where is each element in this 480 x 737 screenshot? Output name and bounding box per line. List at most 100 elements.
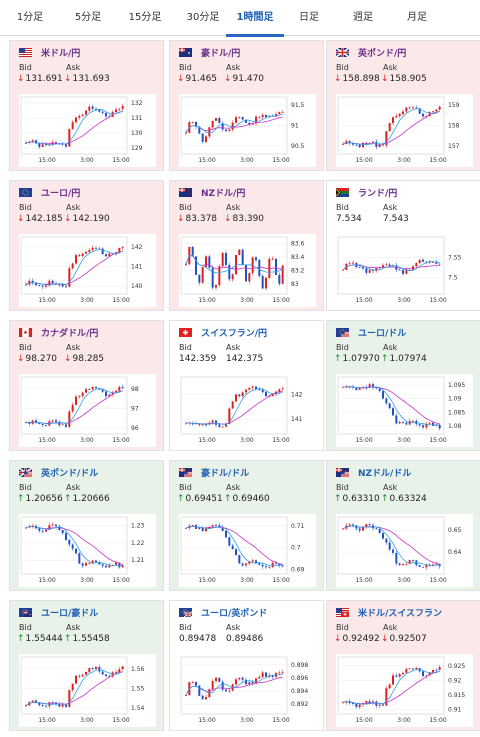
rate-card[interactable]: NZドル/円 Bid Ask ↓83.378 ↓83.390 83.6 83.4 8…	[169, 180, 324, 311]
hourly-chart[interactable]: 1.095 1.09 1.085 1.08 15:00 3:00 15:00	[336, 374, 473, 447]
pair-name[interactable]: 豪ドル/ドル	[201, 469, 250, 479]
pair-name[interactable]: 英ポンド/円	[358, 49, 407, 59]
y-tick-label: 142	[291, 391, 303, 398]
rate-card[interactable]: 英ポンド/ドル Bid Ask ↑1.20656 ↑1.20666 1.23 1.…	[9, 460, 164, 591]
bid-number: 83.378	[185, 214, 218, 224]
moving-average-short-line	[25, 669, 123, 706]
candle	[85, 671, 87, 675]
tab-weekly[interactable]: 週足	[353, 12, 373, 23]
candle	[65, 144, 67, 147]
up-arrow-icon: ↑	[224, 494, 232, 504]
candle	[375, 387, 378, 389]
rate-card[interactable]: ランド/円 Bid Ask 7.534 7.543 7.55 7.5 15:00 3:…	[326, 180, 480, 311]
candle	[121, 387, 124, 389]
candle	[108, 253, 111, 257]
candle	[95, 108, 97, 110]
hourly-chart[interactable]: 159 158 157 15:00 3:00 15:00	[336, 94, 473, 167]
pair-name[interactable]: NZドル/ドル	[358, 469, 412, 479]
tab-monthly[interactable]: 月足	[407, 12, 427, 23]
candle	[91, 668, 94, 670]
rate-card[interactable]: スイスフラン/円 Bid Ask 142.359 142.375 142 141 1…	[169, 320, 324, 451]
candle	[115, 109, 117, 112]
rate-card[interactable]: ユーロ/英ポンド Bid Ask 0.89478 0.89486 0.898 0.…	[169, 600, 324, 731]
hourly-chart[interactable]: 7.55 7.5 15:00 3:00 15:00	[336, 234, 473, 307]
y-tick-label: 91.5	[291, 102, 305, 109]
candle	[38, 528, 41, 531]
rate-card[interactable]: ユーロ/円 Bid Ask ↓142.185 ↓142.190 142 141 14…	[9, 180, 164, 311]
ask-number: 0.92507	[389, 634, 427, 644]
ask-label: Ask	[226, 483, 241, 492]
candle	[241, 392, 244, 397]
pair-name[interactable]: 米ドル/円	[41, 49, 81, 59]
pair-name[interactable]: カナダドル/円	[41, 329, 99, 339]
pair-name[interactable]: ユーロ/ドル	[358, 329, 407, 339]
hourly-chart[interactable]: 142 141 15:00 3:00 15:00	[179, 374, 316, 447]
candle	[231, 401, 234, 409]
rate-card[interactable]: カナダドル/円 Bid Ask ↓98.270 ↓98.285 98 97 96 15…	[9, 320, 164, 451]
hourly-chart[interactable]: 0.898 0.896 0.894 0.892 15:00 3:00 15:00	[179, 654, 316, 727]
candle	[71, 683, 74, 691]
hourly-chart[interactable]: 1.56 1.55 1.54 15:00 3:00 15:00	[19, 654, 156, 727]
candle	[88, 250, 91, 252]
ask-label: Ask	[226, 623, 241, 632]
hourly-chart[interactable]: 0.925 0.92 0.915 0.91 15:00 3:00 15:00	[336, 654, 473, 727]
pair-name[interactable]: スイスフラン/円	[201, 329, 268, 339]
moving-average-long-line	[342, 264, 440, 271]
rate-card[interactable]: ユーロ/豪ドル Bid Ask ↑1.55444 ↑1.55458 1.56 1.…	[9, 600, 164, 731]
pair-name[interactable]: ランド/円	[358, 189, 398, 199]
rate-card[interactable]: 米ドル/スイスフラン Bid Ask ↓0.92492 ↓0.92507 0.9…	[326, 600, 480, 731]
pair-name[interactable]: 豪ドル/円	[201, 49, 241, 59]
pair-name[interactable]: ユーロ/豪ドル	[41, 609, 99, 619]
hourly-chart[interactable]: 132 131 130 129 15:00 3:00 15:00	[19, 94, 156, 167]
tab-1hour[interactable]: 1時間足	[226, 0, 284, 37]
hourly-chart[interactable]: 142 141 140 15:00 3:00 15:00	[19, 234, 156, 307]
tab-1min[interactable]: 1分足	[16, 12, 44, 23]
y-tick-label: 0.7	[291, 545, 301, 552]
candle	[45, 144, 47, 146]
candle	[51, 702, 54, 703]
tab-15min[interactable]: 15分足	[128, 12, 162, 23]
pair-name[interactable]: NZドル/円	[201, 189, 246, 199]
candlestick-chart: 83.6 83.4 83.2 83 15:00 3:00 15:00	[179, 234, 316, 307]
candle	[248, 561, 251, 564]
candle	[91, 247, 94, 251]
tab-30min[interactable]: 30分足	[186, 12, 220, 23]
candle	[378, 388, 381, 391]
flag-icon	[179, 608, 192, 617]
candle	[348, 141, 351, 144]
rate-card[interactable]: 豪ドル/ドル Bid Ask ↑0.69451 ↑0.69460 0.71 0.7…	[169, 460, 324, 591]
bid-label: Bid	[19, 483, 32, 492]
flag-icon	[336, 188, 349, 197]
tab-daily[interactable]: 日足	[299, 12, 319, 23]
rate-card[interactable]: 豪ドル/円 Bid Ask ↓91.465 ↓91.470 91.5 91 90.5…	[169, 40, 324, 171]
rate-card[interactable]: NZドル/ドル Bid Ask ↑0.63310 ↑0.63324 0.65 0.…	[326, 460, 480, 591]
hourly-chart[interactable]: 1.23 1.22 1.21 15:00 3:00 15:00	[19, 514, 156, 587]
rate-card[interactable]: ユーロ/ドル Bid Ask ↑1.07970 ↑1.07974 1.095 1.…	[326, 320, 480, 451]
candle	[422, 113, 424, 117]
hourly-chart[interactable]: 0.65 0.64 15:00 3:00 15:00	[336, 514, 473, 587]
rate-card[interactable]: 米ドル/円 Bid Ask ↓131.691 ↓131.693 132 131 13…	[9, 40, 164, 171]
moving-average-short-line	[342, 525, 440, 567]
candle	[38, 143, 41, 147]
candle	[225, 253, 227, 265]
candle	[61, 704, 64, 707]
tab-5min[interactable]: 5分足	[74, 12, 102, 23]
flag-icon	[336, 608, 349, 617]
pair-name[interactable]: 英ポンド/ドル	[41, 469, 99, 479]
pair-name[interactable]: 米ドル/スイスフラン	[358, 609, 443, 619]
candle	[115, 672, 117, 673]
candle	[101, 671, 104, 675]
candle	[31, 700, 34, 702]
hourly-chart[interactable]: 83.6 83.4 83.2 83 15:00 3:00 15:00	[179, 234, 316, 307]
rate-card[interactable]: 英ポンド/円 Bid Ask ↓158.898 ↓158.905 159 158 1…	[326, 40, 480, 171]
hourly-chart[interactable]: 91.5 91 90.5 15:00 3:00 15:00	[179, 94, 316, 167]
hourly-chart[interactable]: 0.71 0.7 0.69 15:00 3:00 15:00	[179, 514, 316, 587]
pair-name[interactable]: ユーロ/英ポンド	[201, 609, 268, 619]
pair-name[interactable]: ユーロ/円	[41, 189, 81, 199]
flag-icon	[19, 608, 32, 617]
candle	[95, 386, 97, 389]
ask-value: ↑0.69460	[224, 494, 270, 504]
hourly-chart[interactable]: 98 97 96 15:00 3:00 15:00	[19, 374, 156, 447]
ask-number: 7.543	[383, 214, 409, 224]
